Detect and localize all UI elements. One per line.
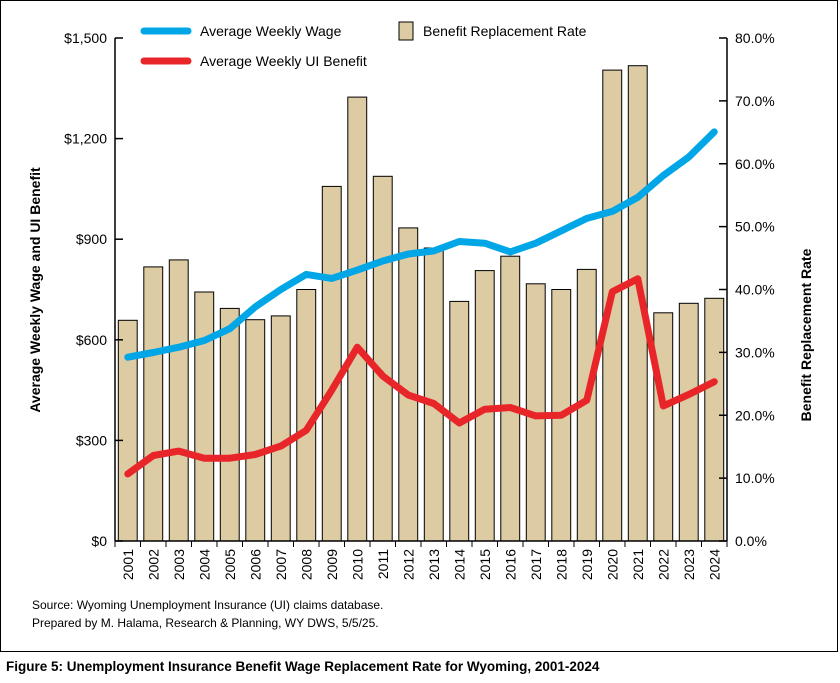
figure-frame [0, 0, 838, 652]
line-average-weekly-ui-benefit [124, 275, 718, 478]
legend-swatch-benefit-replacement-rate [398, 21, 414, 41]
left-tick-label: $300 [76, 432, 107, 448]
x-tick-label: 2022 [655, 549, 671, 580]
x-tick-label: 2010 [349, 549, 365, 580]
right-axis-title: Benefit Replacement Rate [798, 248, 814, 421]
axes-layer: $0 $300 $600 $900 $1,200 $1,500 0.0% 10.0% 20.0%… [27, 30, 814, 580]
bar-replacement-rate-2022 [653, 312, 674, 542]
bar-replacement-rate-2024 [704, 297, 725, 542]
bar-replacement-rate-2012 [398, 227, 419, 542]
left-tick-label: $900 [76, 231, 107, 247]
x-tick-label: 2020 [604, 549, 620, 580]
legend-label-average-weekly-ui-benefit: Average Weekly UI Benefit [200, 53, 367, 69]
x-tick-label: 2009 [324, 549, 340, 580]
chart-legend: Average Weekly Wage Average Weekly UI Ben… [140, 21, 587, 69]
right-tick-label: 0.0% [735, 533, 767, 549]
left-tick-label: $0 [91, 533, 107, 549]
x-tick-label: 2012 [400, 549, 416, 580]
legend-label-average-weekly-wage: Average Weekly Wage [200, 23, 342, 39]
bar-replacement-rate-2013 [423, 247, 444, 542]
line-average-weekly-wage [124, 128, 718, 361]
right-tick-label: 20.0% [735, 407, 775, 423]
x-tick-label: 2018 [553, 549, 569, 580]
x-tick-label: 2023 [681, 549, 697, 580]
bar-replacement-rate-2011 [372, 175, 393, 542]
bar-replacement-rate-2007 [270, 315, 291, 542]
x-tick-label: 2014 [451, 549, 467, 580]
x-tick-label: 2019 [579, 549, 595, 580]
left-tick-label: $1,200 [64, 131, 107, 147]
bar-replacement-rate-2004 [194, 291, 215, 542]
source-note: Source: Wyoming Unemployment Insurance (… [32, 598, 384, 612]
legend-label-benefit-replacement-rate: Benefit Replacement Rate [423, 23, 587, 39]
right-tick-label: 10.0% [735, 470, 775, 486]
figure-caption: Figure 5: Unemployment Insurance Benefit… [6, 659, 600, 674]
right-tick-label: 50.0% [735, 219, 775, 235]
bar-replacement-rate-2010 [347, 96, 368, 542]
x-tick-label: 2021 [630, 549, 646, 580]
prepared-by-note: Prepared by M. Halama, Research & Planni… [32, 616, 379, 630]
right-tick-label: 60.0% [735, 156, 775, 172]
x-tick-label: 2007 [273, 549, 289, 580]
x-tick-label: 2005 [222, 549, 238, 580]
x-tick-label: 2004 [196, 549, 212, 580]
right-tick-label: 40.0% [735, 282, 775, 298]
x-tick-label: 2015 [477, 549, 493, 580]
left-axis-title: Average Weekly Wage and UI Benefit [27, 167, 43, 413]
x-tick-label: 2017 [528, 549, 544, 580]
right-tick-label: 70.0% [735, 93, 775, 109]
x-tick-label: 2001 [120, 549, 136, 580]
lines-layer [124, 128, 718, 478]
bar-replacement-rate-2006 [245, 319, 266, 542]
x-tick-label: 2008 [298, 549, 314, 580]
bar-replacement-rate-2002 [143, 266, 164, 542]
bar-replacement-rate-2005 [219, 307, 240, 542]
bars-layer [117, 65, 725, 542]
left-tick-label: $1,500 [64, 30, 107, 46]
left-tick-label: $600 [76, 332, 107, 348]
x-tick-label: 2003 [171, 549, 187, 580]
bar-replacement-rate-2009 [321, 185, 342, 542]
combo-chart: $0 $300 $600 $900 $1,200 $1,500 0.0% 10.0% 20.0%… [27, 21, 814, 580]
bar-replacement-rate-2023 [678, 302, 699, 542]
right-tick-label: 80.0% [735, 30, 775, 46]
bar-replacement-rate-2016 [500, 255, 521, 542]
x-tick-label: 2011 [375, 549, 391, 579]
right-tick-label: 30.0% [735, 344, 775, 360]
x-tick-label: 2006 [247, 549, 263, 580]
bar-replacement-rate-2003 [168, 259, 189, 542]
x-tick-label: 2016 [502, 549, 518, 580]
x-tick-label: 2002 [145, 549, 161, 580]
x-tick-label: 2024 [706, 549, 722, 580]
x-tick-label: 2013 [426, 549, 442, 580]
